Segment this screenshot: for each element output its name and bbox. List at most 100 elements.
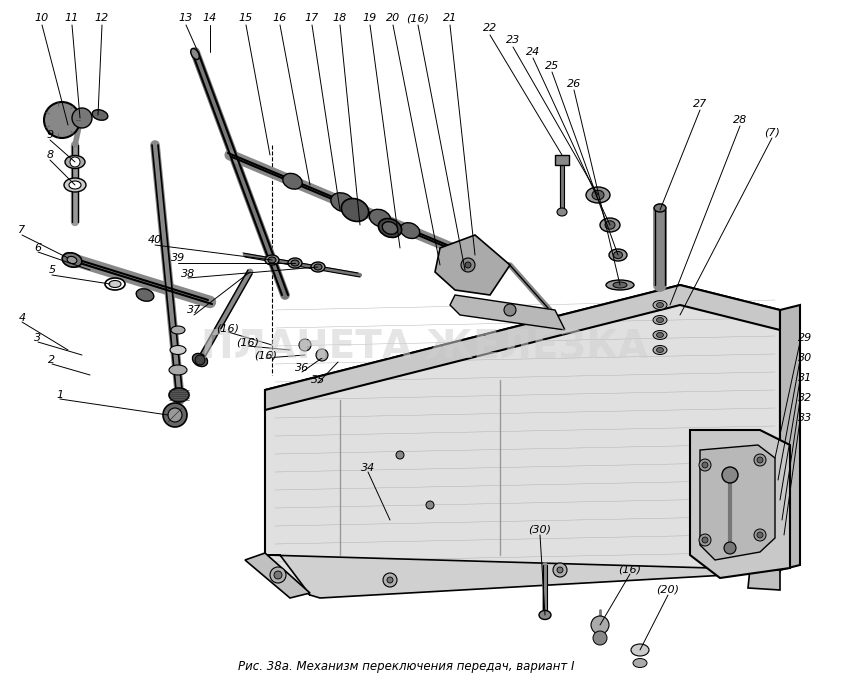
Text: (30): (30) xyxy=(529,525,552,535)
Ellipse shape xyxy=(170,346,186,355)
Polygon shape xyxy=(265,285,780,410)
Circle shape xyxy=(72,108,92,128)
Circle shape xyxy=(724,542,736,554)
Ellipse shape xyxy=(605,221,615,229)
Circle shape xyxy=(70,157,80,167)
Ellipse shape xyxy=(557,208,567,216)
Ellipse shape xyxy=(288,258,302,268)
Circle shape xyxy=(757,557,763,563)
Text: 12: 12 xyxy=(95,13,109,23)
Circle shape xyxy=(593,631,607,645)
Circle shape xyxy=(465,262,471,268)
Ellipse shape xyxy=(92,110,108,120)
Circle shape xyxy=(387,577,393,583)
Ellipse shape xyxy=(64,178,86,192)
Text: 13: 13 xyxy=(178,13,193,23)
Ellipse shape xyxy=(606,280,634,290)
Ellipse shape xyxy=(592,190,604,200)
Ellipse shape xyxy=(190,49,199,60)
Circle shape xyxy=(754,529,766,541)
Ellipse shape xyxy=(656,317,664,323)
Ellipse shape xyxy=(291,260,299,266)
Circle shape xyxy=(270,567,286,583)
Ellipse shape xyxy=(67,256,76,264)
Polygon shape xyxy=(780,305,800,570)
Text: 10: 10 xyxy=(35,13,49,23)
Text: 4: 4 xyxy=(19,313,26,323)
Text: 35: 35 xyxy=(311,375,325,385)
Text: 19: 19 xyxy=(363,13,377,23)
Ellipse shape xyxy=(613,282,627,288)
Ellipse shape xyxy=(136,289,154,301)
Ellipse shape xyxy=(65,155,85,169)
Ellipse shape xyxy=(653,346,667,355)
Text: 29: 29 xyxy=(798,333,812,343)
Bar xyxy=(555,155,569,165)
Circle shape xyxy=(504,304,516,316)
Text: ПЛАНЕТА ЖЕЛЕЗКА: ПЛАНЕТА ЖЕЛЕЗКА xyxy=(201,328,649,366)
Text: Рис. 38а. Механизм переключения передач, вариант I: Рис. 38а. Механизм переключения передач,… xyxy=(238,660,575,672)
Text: 37: 37 xyxy=(187,305,201,315)
Ellipse shape xyxy=(653,316,667,325)
Text: 25: 25 xyxy=(545,61,559,71)
Text: 17: 17 xyxy=(305,13,319,23)
Ellipse shape xyxy=(654,204,666,212)
Text: 24: 24 xyxy=(526,47,540,57)
Circle shape xyxy=(591,616,609,634)
Ellipse shape xyxy=(633,659,647,668)
Ellipse shape xyxy=(378,219,402,237)
Text: 9: 9 xyxy=(47,130,54,140)
Circle shape xyxy=(754,454,766,466)
Ellipse shape xyxy=(311,262,325,272)
Ellipse shape xyxy=(653,330,667,339)
Ellipse shape xyxy=(382,221,398,235)
Text: (16): (16) xyxy=(619,565,642,575)
Circle shape xyxy=(195,355,205,365)
Text: 11: 11 xyxy=(65,13,79,23)
Text: 26: 26 xyxy=(567,79,581,89)
Circle shape xyxy=(299,339,311,351)
Circle shape xyxy=(753,553,767,567)
Ellipse shape xyxy=(539,611,551,620)
Text: 34: 34 xyxy=(361,463,375,473)
Circle shape xyxy=(383,573,397,587)
Ellipse shape xyxy=(370,210,391,227)
Text: 20: 20 xyxy=(386,13,400,23)
Text: (16): (16) xyxy=(217,323,240,333)
Text: 6: 6 xyxy=(35,243,42,253)
Ellipse shape xyxy=(342,198,369,221)
Ellipse shape xyxy=(314,264,322,270)
Text: (16): (16) xyxy=(406,13,429,23)
Text: 16: 16 xyxy=(273,13,287,23)
Circle shape xyxy=(553,563,567,577)
Ellipse shape xyxy=(586,187,610,203)
Text: 2: 2 xyxy=(48,355,55,365)
Circle shape xyxy=(163,403,187,427)
Text: 30: 30 xyxy=(798,353,812,363)
Text: 40: 40 xyxy=(148,235,162,245)
Polygon shape xyxy=(435,235,510,295)
Polygon shape xyxy=(245,553,310,598)
Text: (7): (7) xyxy=(764,127,780,137)
Circle shape xyxy=(396,451,404,459)
Circle shape xyxy=(168,408,182,422)
Ellipse shape xyxy=(656,332,664,337)
Circle shape xyxy=(426,501,434,509)
Ellipse shape xyxy=(169,365,187,375)
Text: 15: 15 xyxy=(239,13,253,23)
Text: 33: 33 xyxy=(798,413,812,423)
Ellipse shape xyxy=(331,193,354,212)
Circle shape xyxy=(316,349,328,361)
Circle shape xyxy=(722,467,738,483)
Text: 28: 28 xyxy=(733,115,747,125)
Text: 5: 5 xyxy=(48,265,55,275)
Polygon shape xyxy=(700,445,775,560)
Polygon shape xyxy=(748,568,780,590)
Polygon shape xyxy=(265,555,780,598)
Circle shape xyxy=(461,258,475,272)
Circle shape xyxy=(757,457,763,463)
Text: 23: 23 xyxy=(506,35,520,45)
Ellipse shape xyxy=(171,326,185,334)
Text: (20): (20) xyxy=(656,585,679,595)
Ellipse shape xyxy=(265,255,279,265)
